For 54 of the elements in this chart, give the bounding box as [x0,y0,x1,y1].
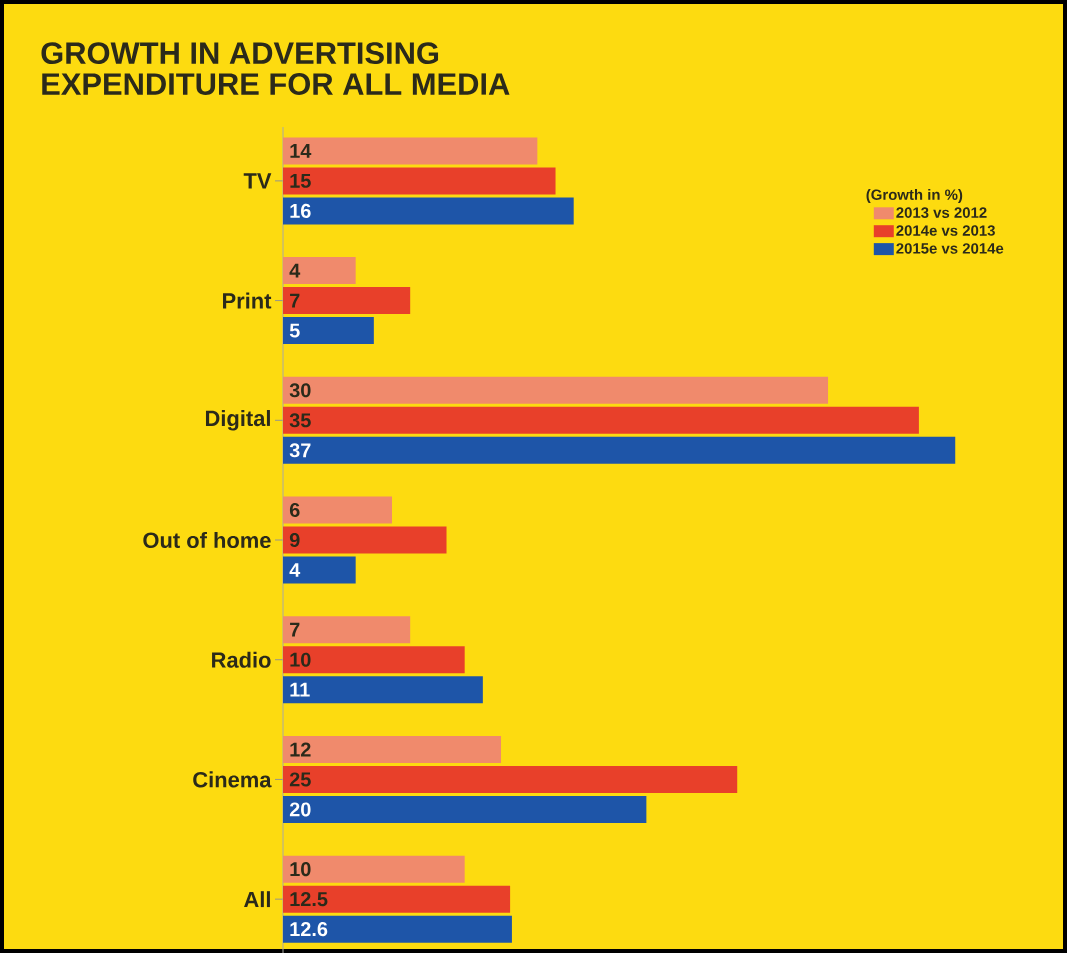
legend-title: (Growth in %) [866,189,963,204]
bar [283,796,647,824]
bar [283,167,556,195]
data-label: 10 [290,862,311,877]
bar [283,526,447,554]
data-label: 11 [290,683,310,697]
legend-label: 2015e vs 2014e [896,243,1004,254]
y-tick-label: All [244,891,270,908]
y-tick-label: Print [223,292,272,309]
bar [283,407,919,435]
y-tick-label: Out of home [143,532,271,549]
bar [283,257,356,285]
data-label: 4 [289,263,301,278]
data-label: 9 [289,533,300,548]
legend-label: 2013 vs 2012 [896,207,987,219]
bar [283,885,511,913]
bar [283,496,393,524]
chart-title: GROWTH IN ADVERTISING EXPENDITURE FOR ALL MEDIA [41,42,510,96]
data-label: 30 [289,383,311,398]
data-label: 12.6 [290,922,328,937]
y-tick-label: TV [243,173,272,189]
legend-label: 2014e vs 2013 [896,225,995,237]
data-label: 15 [290,174,311,189]
y-tick-label: Radio [212,651,271,669]
bar [283,377,829,405]
bar [283,915,512,943]
bar [283,437,956,465]
bar [283,317,374,345]
data-label: 4 [289,563,301,578]
data-label: 37 [289,443,311,458]
y-tick-label: Cinema [193,771,272,788]
y-tick-label: Digital [205,410,270,431]
data-label: 16 [290,204,311,219]
bar [283,197,574,225]
data-label: 12 [290,742,311,757]
bar [283,646,465,674]
bar [283,855,465,883]
data-label: 35 [289,413,311,428]
data-label: 7 [290,623,300,637]
bar [283,676,483,704]
data-label: 7 [290,293,300,308]
bar [283,736,502,764]
bar [283,137,538,165]
data-label: 5 [289,323,300,338]
data-label: 14 [290,144,312,158]
bar [283,766,738,794]
data-label: 12.5 [290,892,328,907]
bar [283,556,356,584]
data-label: 25 [289,772,311,787]
bar [283,287,411,315]
data-label: 6 [289,503,300,518]
data-label: 20 [289,802,311,817]
bar [283,616,411,644]
data-label: 10 [290,652,311,668]
